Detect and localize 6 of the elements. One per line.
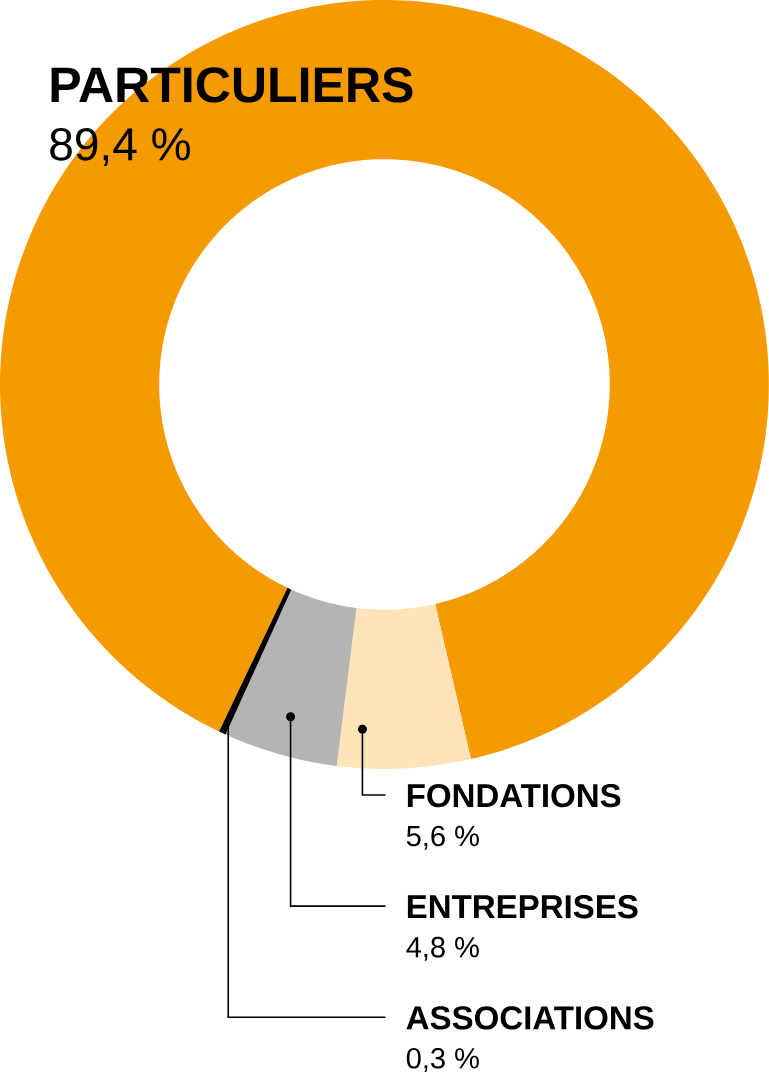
slice-label: ASSOCIATIONS (406, 1006, 654, 1030)
slice-label: FONDATIONS (407, 783, 621, 808)
slice-label: ENTREPRISES (407, 895, 638, 919)
data-label: 0,3 % (406, 1048, 479, 1072)
data-label: 5,6 % (406, 825, 479, 850)
data-label: 4,8 % (406, 936, 479, 961)
